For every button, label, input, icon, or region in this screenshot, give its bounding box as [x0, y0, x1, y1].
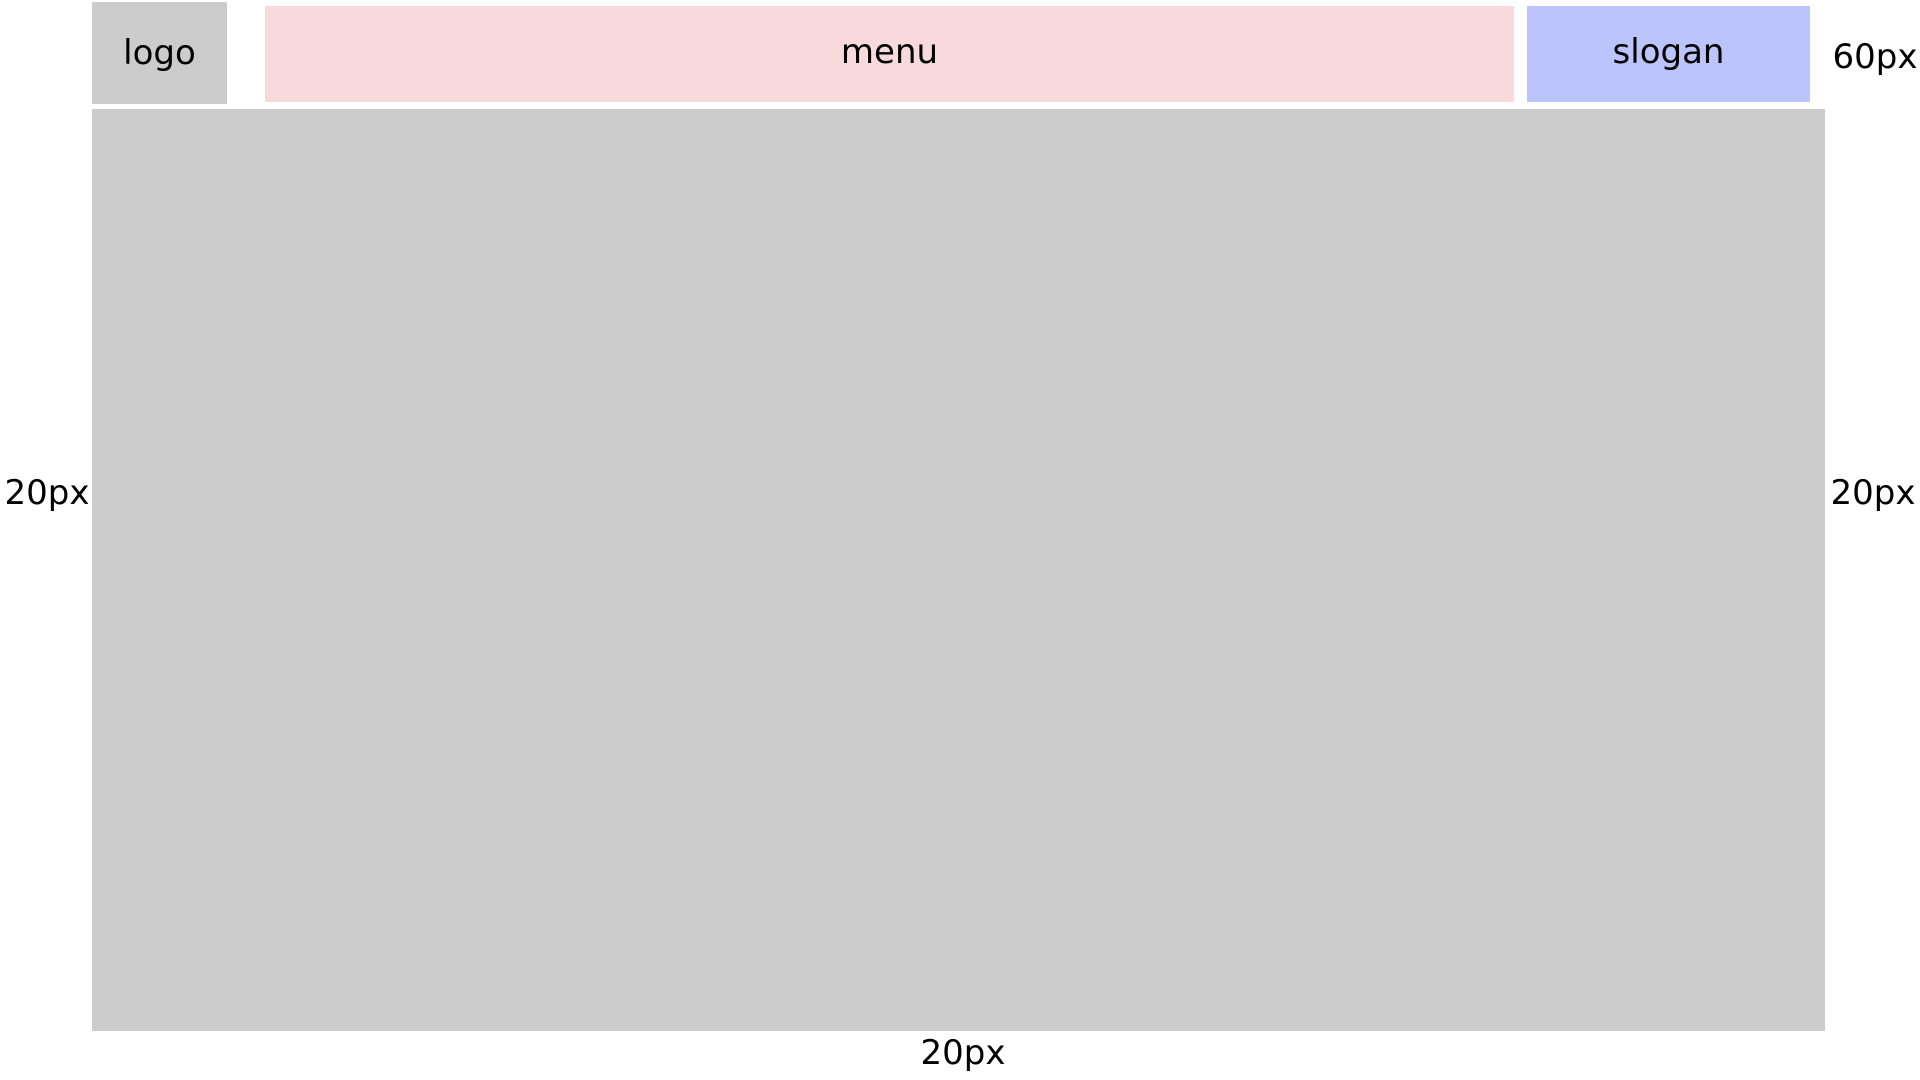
height-label: 60px	[1832, 37, 1918, 77]
logo-text: logo	[123, 33, 196, 73]
right-margin-label: 20px	[1830, 473, 1916, 513]
logo: logo	[92, 2, 227, 104]
menu-text: menu	[840, 32, 939, 72]
main-content	[92, 109, 1825, 1031]
left-margin-label: 20px	[4, 473, 90, 513]
slogan: slogan	[1527, 6, 1810, 102]
bottom-margin-label: 20px	[920, 1033, 1006, 1073]
menu: menu	[265, 6, 1514, 102]
slogan-text: slogan	[1612, 32, 1725, 72]
